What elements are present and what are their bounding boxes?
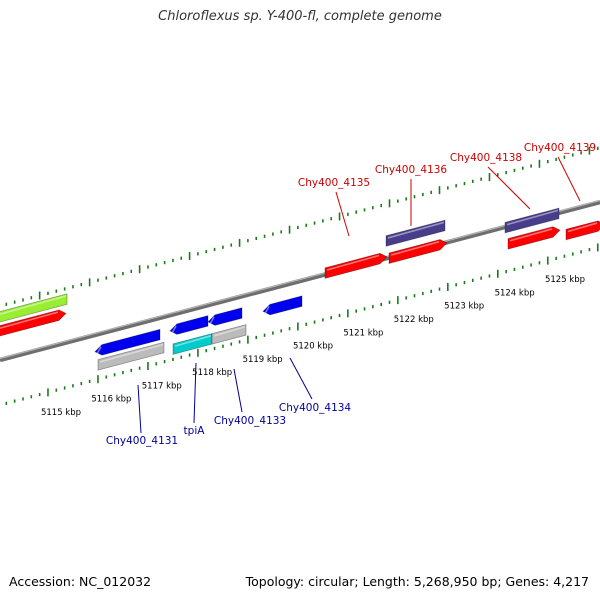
gene-arrow-chy400-4135 — [324, 252, 388, 279]
axis-tick-label: 5120 kbp — [293, 342, 333, 352]
axis-tick-label: 5118 kbp — [192, 368, 232, 378]
gene-block-navy — [504, 207, 560, 234]
map-title: Chloroflexus sp. Y-400-fl, complete geno… — [158, 9, 442, 24]
leader-line — [557, 156, 581, 202]
axis-tick-label: 5119 kbp — [243, 355, 283, 365]
gene-block-gray — [97, 341, 165, 371]
leader-line — [193, 362, 197, 424]
axis-tick-label: 5123 kbp — [444, 302, 484, 312]
label-leader-lines — [137, 156, 581, 434]
axis-tick-label: 5121 kbp — [343, 328, 383, 338]
tick-row-lower — [5, 243, 599, 405]
gene-block-lime — [0, 293, 68, 323]
leader-line — [137, 384, 142, 434]
axis-tick-label: 5124 kbp — [495, 288, 535, 298]
backbone-line — [0, 199, 600, 363]
gene-arrow-reverse — [169, 315, 209, 335]
leader-line — [487, 166, 531, 210]
gene-block-chy400-4133 — [211, 324, 247, 345]
axis-tick-label: 5125 kbp — [545, 275, 585, 285]
axis-labels: 5115 kbp 5116 kbp 5117 kbp 5118 kbp 5119 kbp… — [41, 275, 585, 418]
axis-tick-label: 5122 kbp — [394, 315, 434, 325]
leader-line — [233, 368, 243, 413]
gene-labels: Chy400_4135Chy400_4136Chy400_4138Chy400_… — [106, 142, 596, 447]
gene-block-navy — [385, 219, 446, 247]
gene-label: Chy400_4131 — [106, 435, 178, 447]
genome-backbone — [0, 199, 600, 363]
leader-line — [335, 191, 350, 237]
gene-arrow-chy400-4138 — [507, 226, 561, 250]
gene-arrow-chy400-4139 — [565, 220, 600, 241]
accession-text: Accession: NC_012032 — [9, 574, 152, 589]
feature-layer — [0, 207, 600, 371]
gene-arrow-reverse — [207, 307, 243, 326]
gene-arrow-forward — [0, 309, 67, 337]
gene-arrow-chy400-4131 — [94, 328, 161, 356]
axis-tick-label: 5116 kbp — [91, 395, 131, 405]
tick-row-upper — [5, 146, 599, 306]
gene-label: Chy400_4136 — [375, 164, 448, 176]
gene-label: Chy400_4134 — [279, 402, 352, 414]
gene-label: Chy400_4133 — [214, 415, 286, 427]
gene-label: Chy400_4139 — [524, 142, 596, 154]
gene-label: Chy400_4135 — [298, 177, 370, 189]
genome-stats-text: Topology: circular; Length: 5,268,950 bp… — [245, 574, 589, 589]
backbone-highlight — [0, 199, 600, 360]
gene-label: Chy400_4138 — [450, 152, 522, 164]
gene-arrow-chy400-4134 — [262, 295, 303, 316]
gene-label: tpiA — [184, 425, 206, 437]
axis-tick-label: 5117 kbp — [142, 381, 182, 391]
axis-tick-label: 5115 kbp — [41, 408, 81, 418]
leader-line — [289, 357, 313, 400]
gene-arrow-chy400-4136 — [388, 239, 448, 264]
